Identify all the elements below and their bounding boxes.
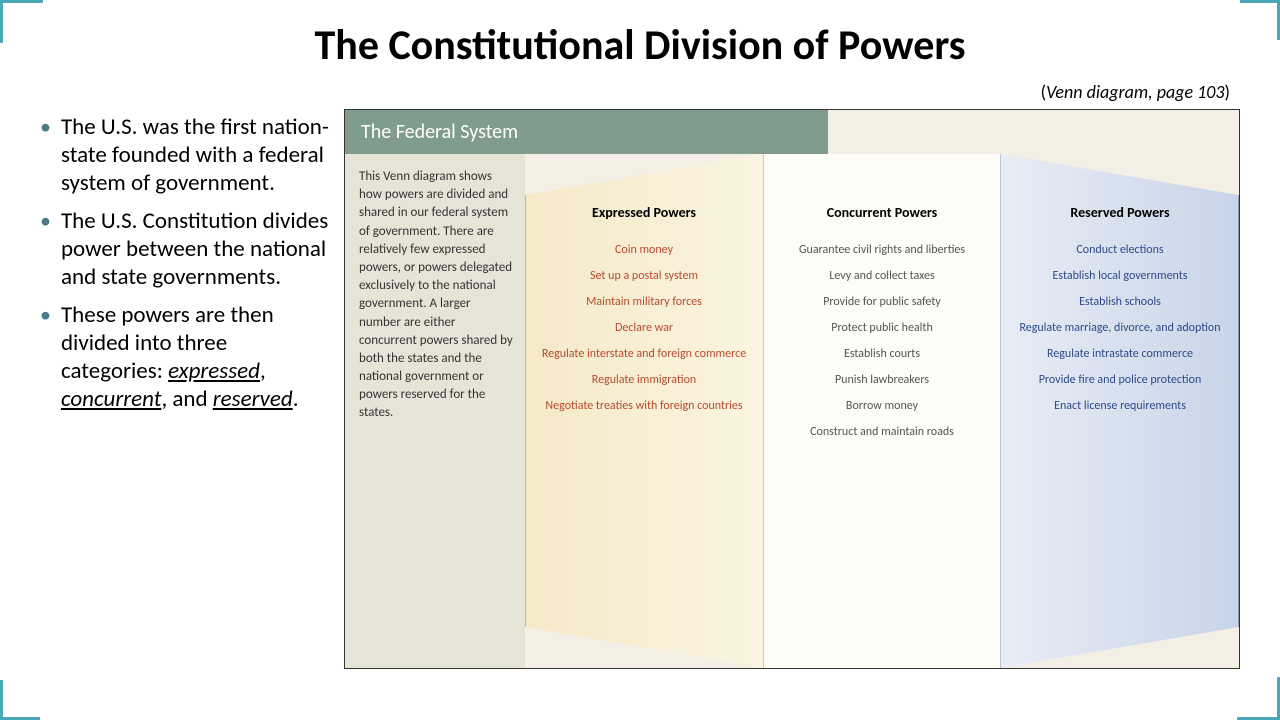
sep: , and: [161, 385, 212, 413]
panel-title: Concurrent Powers: [773, 204, 991, 221]
slide-subtitle: (Venn diagram, page 103): [40, 81, 1240, 103]
panel-list-item: Conduct elections: [1011, 243, 1229, 258]
panel-list-item: Establish courts: [773, 347, 991, 362]
panel-list-item: Regulate marriage, divorce, and adoption: [1011, 321, 1229, 336]
diagram-panel-reserved: Reserved Powers Conduct elections Establis…: [1001, 154, 1239, 668]
slide-container: The Constitutional Division of Powers (V…: [0, 0, 1280, 720]
panel-title: Reserved Powers: [1011, 204, 1229, 221]
bullet-item: • The U.S. was the first nation-state fo…: [40, 113, 330, 197]
panel-list-item: Regulate intrastate commerce: [1011, 347, 1229, 362]
diagram-container: The Federal System This Venn diagram sho…: [344, 109, 1240, 669]
slide-border-corner: [0, 680, 40, 720]
panel-list-item: Regulate interstate and foreign commerce: [535, 347, 753, 362]
content-row: • The U.S. was the first nation-state fo…: [40, 109, 1240, 669]
panel-list: Coin money Set up a postal system Maintain…: [535, 243, 753, 414]
panel-list-item: Maintain military forces: [535, 295, 753, 310]
term-expressed: expressed: [168, 357, 260, 385]
panel-list-item: Levy and collect taxes: [773, 269, 991, 284]
slide-title: The Constitutional Division of Powers: [40, 20, 1240, 71]
panel-list-item: Provide fire and police protection: [1011, 373, 1229, 388]
bullet-dot-icon: •: [40, 207, 51, 291]
panel-list-item: Establish local governments: [1011, 269, 1229, 284]
panel-content: Reserved Powers Conduct elections Establis…: [1011, 204, 1229, 414]
panel-list-item: Guarantee civil rights and liberties: [773, 243, 991, 258]
bullet-dot-icon: •: [40, 301, 51, 413]
bullet-item: • The U.S. Constitution divides power be…: [40, 207, 330, 291]
slide-border-corner: [1240, 0, 1280, 40]
panel-list: Conduct elections Establish local governm…: [1011, 243, 1229, 414]
panel-list-item: Declare war: [535, 321, 753, 336]
bullet-list: • The U.S. was the first nation-state fo…: [40, 109, 330, 669]
term-reserved: reserved: [213, 385, 293, 413]
panel-list-item: Punish lawbreakers: [773, 373, 991, 388]
panel-title: Expressed Powers: [535, 204, 753, 221]
bullet-text: The U.S. was the first nation-state foun…: [61, 113, 330, 197]
bullet-dot-icon: •: [40, 113, 51, 197]
panel-list-item: Borrow money: [773, 399, 991, 414]
panel-list-item: Establish schools: [1011, 295, 1229, 310]
panel-list-item: Protect public health: [773, 321, 991, 336]
panel-content: Expressed Powers Coin money Set up a posta…: [535, 204, 753, 414]
diagram-body: This Venn diagram shows how powers are d…: [345, 154, 1239, 668]
sep: ,: [260, 357, 266, 385]
bullet-text: These powers are then divided into three…: [61, 301, 330, 413]
diagram-header: The Federal System: [345, 110, 828, 154]
panel-list-item: Provide for public safety: [773, 295, 991, 310]
panel-list-item: Set up a postal system: [535, 269, 753, 284]
bullet-item: • These powers are then divided into thr…: [40, 301, 330, 413]
diagram-panel-concurrent: Concurrent Powers Guarantee civil rights …: [763, 154, 1001, 668]
paren-close: ): [1225, 81, 1230, 103]
diagram-panel-expressed: Expressed Powers Coin money Set up a posta…: [525, 154, 763, 668]
term-concurrent: concurrent: [61, 385, 161, 413]
subtitle-text: Venn diagram, page 103: [1046, 81, 1224, 103]
panel-list-item: Negotiate treaties with foreign countrie…: [535, 399, 753, 414]
panel-list-item: Construct and maintain roads: [773, 425, 991, 440]
panel-list: Guarantee civil rights and liberties Levy…: [773, 243, 991, 440]
panel-list-item: Regulate immigration: [535, 373, 753, 388]
diagram-panels: Expressed Powers Coin money Set up a posta…: [525, 154, 1239, 668]
bullet-text: The U.S. Constitution divides power betw…: [61, 207, 330, 291]
panel-content: Concurrent Powers Guarantee civil rights …: [773, 204, 991, 440]
diagram-description: This Venn diagram shows how powers are d…: [345, 154, 525, 668]
panel-list-item: Enact license requirements: [1011, 399, 1229, 414]
panel-list-item: Coin money: [535, 243, 753, 258]
bullet-suffix: .: [293, 385, 299, 413]
